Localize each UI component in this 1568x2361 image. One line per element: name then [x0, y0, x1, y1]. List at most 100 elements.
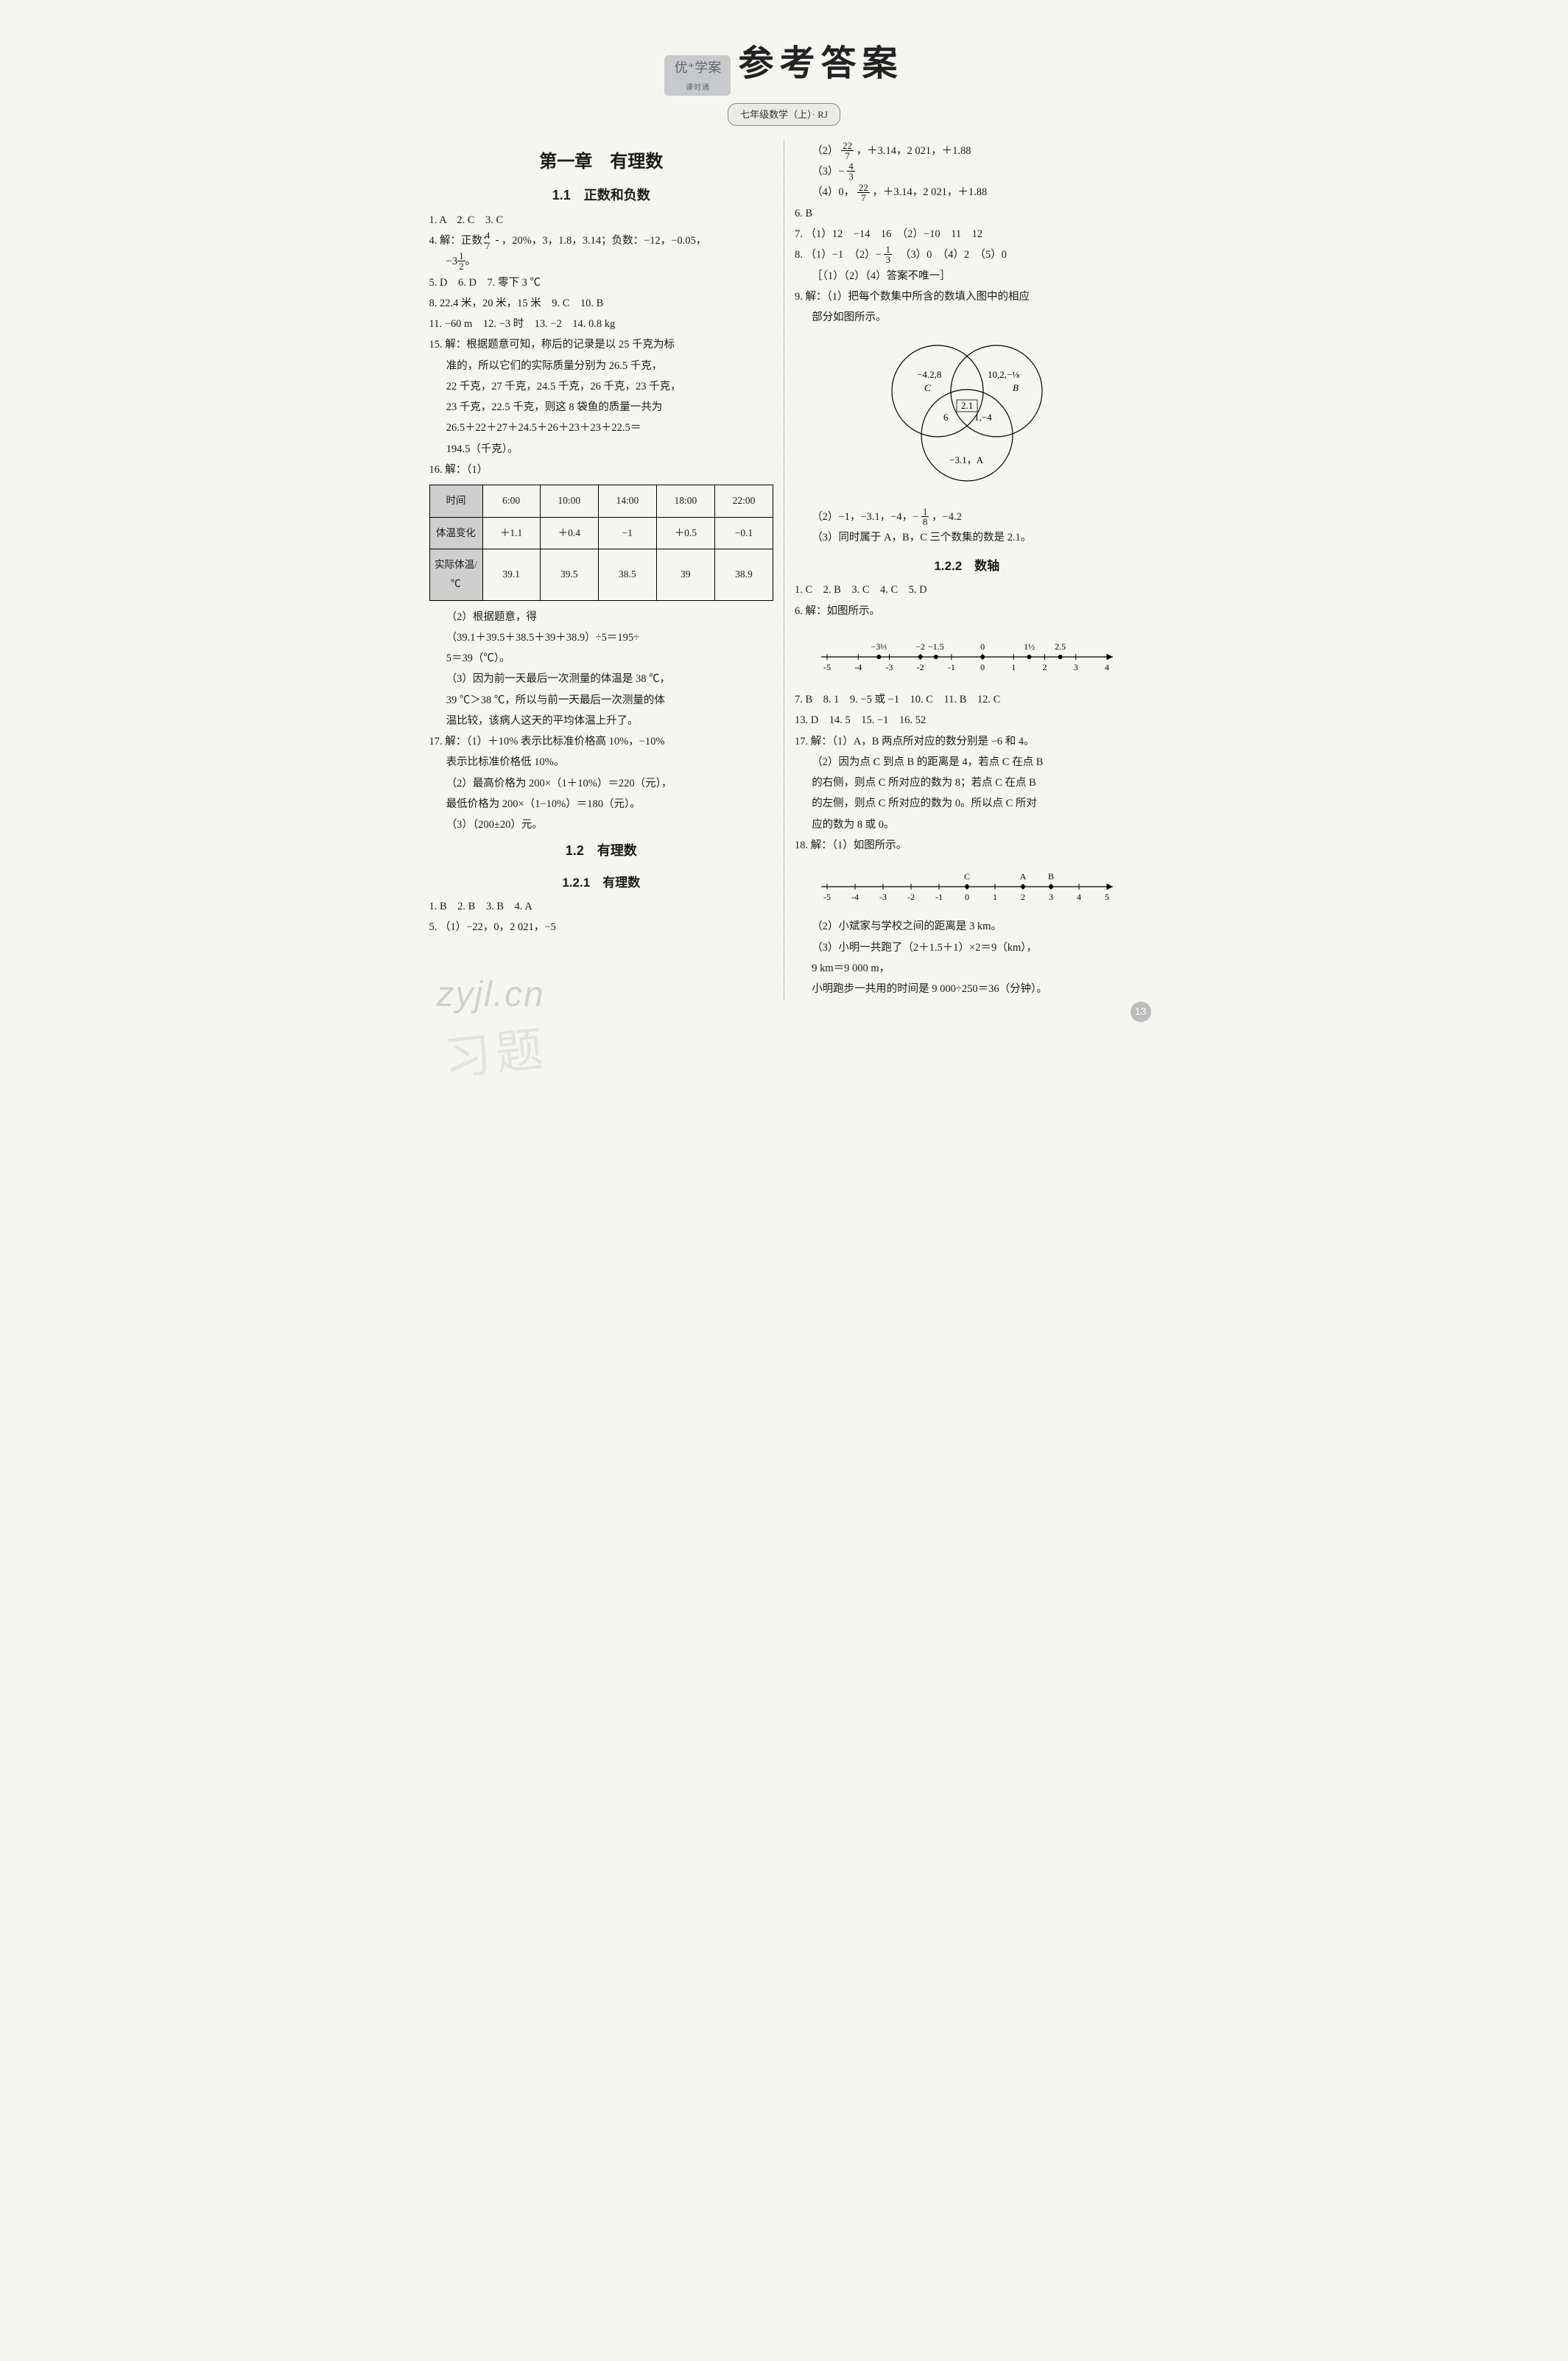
svg-text:B: B	[1013, 382, 1019, 393]
ans-1-3: 1. A 2. C 3. C	[429, 210, 774, 231]
svg-text:0: 0	[980, 662, 985, 672]
q5-3: （3）− 43	[795, 161, 1139, 182]
q18-lead: 18. 解：（1）如图所示。	[795, 835, 1139, 856]
svg-text:0: 0	[965, 892, 969, 902]
svg-text:4: 4	[1077, 892, 1081, 902]
ans-11-14: 11. −60 m 12. −3 时 13. −2 14. 0.8 kg	[429, 314, 774, 334]
svg-text:-1: -1	[948, 662, 955, 672]
number-line-2: -5-4-3-2-1012345CAB	[795, 860, 1139, 912]
q9-2: （2）−1，−3.1，−4，− 18 ，−4.2	[795, 507, 1139, 527]
svg-text:2: 2	[1042, 662, 1047, 672]
q5-121: 5. （1）−22，0，2 021，−5	[429, 917, 774, 937]
ans7: 7. （1）12 −14 16 （2）−10 11 12	[795, 224, 1139, 244]
nline1-svg: -5-4-3-2-101234−3⅓−2−1.501½2.5	[812, 626, 1122, 678]
page-number: 13	[1131, 1002, 1151, 1022]
q4-rest: ，20%，3，1.8，3.14；负数：−12，−0.05，	[502, 235, 707, 247]
svg-text:-3: -3	[879, 892, 887, 902]
svg-text:2: 2	[1021, 892, 1025, 902]
svg-text:-2: -2	[916, 662, 924, 672]
q15-e: 26.5＋22＋27＋24.5＋26＋23＋23＋22.5＝	[429, 418, 774, 438]
venn-diagram: −4.2,8 C 10,2,−⅛ B 2.1 6 1,−4 −3.1，A	[795, 332, 1139, 502]
q16-2c: 5＝39（℃）。	[429, 648, 774, 669]
venn-b-vals: 10,2,−⅛	[988, 369, 1019, 380]
ans-5-7: 5. D 6. D 7. 零下 3 ℃	[429, 272, 774, 293]
svg-text:-4: -4	[854, 662, 862, 672]
q5-2: （2） 227 ，＋3.14，2 021，＋1.88	[795, 141, 1139, 161]
q17a: 17. 解：（1）＋10% 表示比标准价格高 10%，−10%	[429, 731, 774, 752]
ans8: 8. （1）−1 （2）− 13 （3）0 （4）2 （5）0	[795, 244, 1139, 265]
q5-4: （4）0， 227 ，＋3.14，2 021，＋1.88	[795, 182, 1139, 203]
section-1-1: 1.1 正数和负数	[429, 183, 774, 208]
q15-d: 23 千克，22.5 千克，则这 8 袋鱼的质量一共为	[429, 397, 774, 418]
q15-f: 194.5（千克）。	[429, 439, 774, 460]
q18-2: （2）小斌家与学校之间的距离是 3 km。	[795, 916, 1139, 937]
number-line-1: -5-4-3-2-101234−3⅓−2−1.501½2.5	[795, 626, 1139, 685]
svg-text:2.1: 2.1	[961, 400, 973, 411]
venn-c-vals: −4.2,8	[917, 369, 941, 380]
svg-text:−2: −2	[915, 641, 925, 652]
q16-2a: （2）根据题意，得	[429, 607, 774, 627]
q9-3: （3）同时属于 A，B，C 三个数集的数是 2.1。	[795, 527, 1139, 548]
svg-text:C: C	[964, 871, 970, 882]
badge-bottom: 课时通	[686, 81, 710, 96]
badge-top: 优⁺学案	[675, 55, 722, 81]
q4: 4. 解：正数： 47 ，20%，3，1.8，3.14；负数：−12，−0.05…	[429, 231, 774, 251]
page-title: 参考答案	[738, 29, 903, 99]
left-column: 第一章 有理数 1.1 正数和负数 1. A 2. C 3. C 4. 解：正数…	[429, 141, 785, 1000]
ans-121-1-4: 1. B 2. B 3. B 4. A	[429, 896, 774, 917]
q15-a: 15. 解：根据题意可知，称后的记录是以 25 千克为标	[429, 334, 774, 355]
svg-text:4: 4	[1105, 662, 1109, 672]
table-row: 实际体温/℃ 39.1 39.5 38.5 39 38.9	[429, 549, 773, 600]
svg-text:1,−4: 1,−4	[974, 412, 992, 423]
q4-neg: −3 12 。	[429, 251, 774, 272]
q16-2b: （39.1＋39.5＋38.5＋39＋38.9）÷5＝195÷	[429, 627, 774, 648]
chapter-title: 第一章 有理数	[429, 145, 774, 180]
svg-text:-5: -5	[823, 662, 831, 672]
q4-mixed: −3 12	[446, 251, 465, 272]
svg-text:−3.1，A: −3.1，A	[949, 454, 984, 465]
svg-text:3: 3	[1074, 662, 1078, 672]
page-header: 优⁺学案 课时通 参考答案 七年级数学（上）· RJ	[429, 29, 1139, 126]
watermark-bottom: zyjl.cn	[437, 960, 545, 1030]
q18-3a: （3）小明一共跑了（2＋1.5＋1）×2＝9（km），	[795, 937, 1139, 958]
svg-text:2.5: 2.5	[1055, 641, 1066, 652]
q18-3b: 9 km＝9 000 m，	[795, 958, 1139, 979]
q16-lead: 16. 解：（1）	[429, 460, 774, 480]
right-column: （2） 227 ，＋3.14，2 021，＋1.88 （3）− 43 （4）0，…	[784, 141, 1139, 1000]
svg-text:C: C	[924, 382, 931, 393]
q6-lead: 6. 解：如图所示。	[795, 601, 1139, 622]
q16-3b: 39 ℃＞38 ℃，所以与前一天最后一次测量的体	[429, 690, 774, 711]
svg-text:1: 1	[993, 892, 997, 902]
th-change: 体温变化	[429, 517, 482, 549]
svg-text:−1.5: −1.5	[928, 641, 944, 652]
section-1-2: 1.2 有理数	[429, 838, 774, 864]
svg-text:−3⅓: −3⅓	[871, 641, 887, 652]
ans-8-10: 8. 22.4 米，20 米，15 米 9. C 10. B	[429, 293, 774, 314]
th-temp: 实际体温/℃	[429, 549, 482, 600]
venn-svg: −4.2,8 C 10,2,−⅛ B 2.1 6 1,−4 −3.1，A	[857, 332, 1077, 494]
ans122-1-5: 1. C 2. B 3. C 4. C 5. D	[795, 580, 1139, 600]
svg-text:5: 5	[1105, 892, 1109, 902]
q17-r-d: 的左侧，则点 C 所对应的数为 0。所以点 C 所对	[795, 793, 1139, 814]
ans122-7-12: 7. B 8. 1 9. −5 或 −1 10. C 11. B 12. C	[795, 689, 1139, 710]
ans6: 6. B	[795, 203, 1139, 224]
q17d: 最低价格为 200×（1−10%）＝180（元）。	[429, 794, 774, 814]
table-row: 时间 6:00 10:00 14:00 18:00 22:00	[429, 485, 773, 517]
q16-3c: 温比较，该病人这天的平均体温上升了。	[429, 711, 774, 731]
q4-frac: 47	[496, 231, 499, 250]
nline2-svg: -5-4-3-2-1012345CAB	[812, 860, 1122, 904]
svg-text:3: 3	[1049, 892, 1053, 902]
q9-a: 9. 解：（1）把每个数集中所含的数填入图中的相应	[795, 286, 1139, 307]
svg-text:1½: 1½	[1024, 641, 1035, 652]
ans8-note: ［（1）（2）（4）答案不唯一］	[795, 266, 1139, 286]
q17e: （3）（200±20）元。	[429, 814, 774, 835]
series-badge: 优⁺学案 课时通	[664, 55, 731, 96]
q16-3a: （3）因为前一天最后一次测量的体温是 38 ℃，	[429, 669, 774, 689]
header-row: 优⁺学案 课时通 参考答案	[429, 29, 1139, 99]
q17-r-c: 的右侧，则点 C 所对应的数为 8；若点 C 在点 B	[795, 773, 1139, 793]
svg-text:A: A	[1019, 871, 1026, 882]
svg-text:-5: -5	[823, 892, 831, 902]
q17-r-a: 17. 解：（1）A，B 两点所对应的数分别是 −6 和 4。	[795, 731, 1139, 752]
ans122-13-16: 13. D 14. 5 15. −1 16. 52	[795, 710, 1139, 731]
q9-b: 部分如图所示。	[795, 307, 1139, 328]
